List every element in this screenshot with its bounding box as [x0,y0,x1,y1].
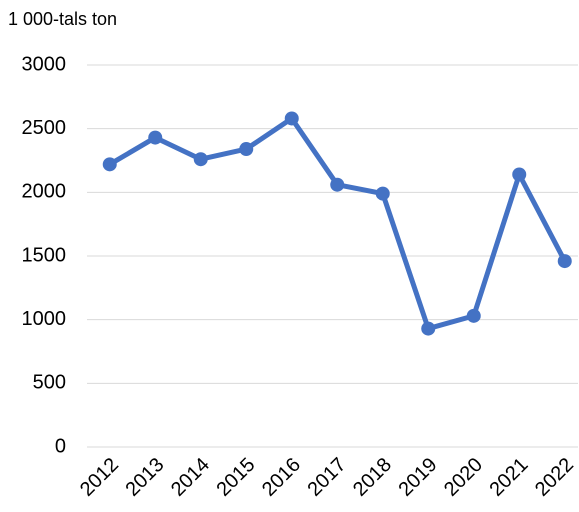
x-tick-label: 2019 [394,454,441,501]
marker [148,130,163,145]
marker [284,111,299,126]
x-tick-label: 2015 [212,454,259,501]
y-tick-label: 1500 [22,244,67,266]
x-tick-label: 2012 [76,454,123,501]
marker [330,177,345,192]
y-tick-label: 500 [33,372,66,394]
y-tick-label: 2000 [22,181,67,203]
x-tick-label: 2021 [485,454,532,501]
y-tick-label: 1000 [22,308,67,330]
marker [557,254,572,269]
y-tick-label: 2500 [22,117,67,139]
x-tick-label: 2016 [258,454,305,501]
x-tick-label: 2014 [167,454,214,501]
marker [193,152,208,167]
marker [421,321,436,336]
marker [375,186,390,201]
axis-title: 1 000-tals ton [8,9,117,29]
marker [512,167,527,182]
y-tick-label: 3000 [22,53,67,75]
marker [239,142,254,157]
marker [466,308,481,323]
x-tick-label: 2017 [303,454,350,501]
marker [102,157,117,172]
x-tick-label: 2013 [121,454,168,501]
y-tick-label: 0 [55,435,66,457]
line [108,115,567,332]
x-tick-label: 2018 [349,454,396,501]
x-tick-label: 2022 [531,454,578,501]
x-tick-label: 2020 [440,454,487,501]
